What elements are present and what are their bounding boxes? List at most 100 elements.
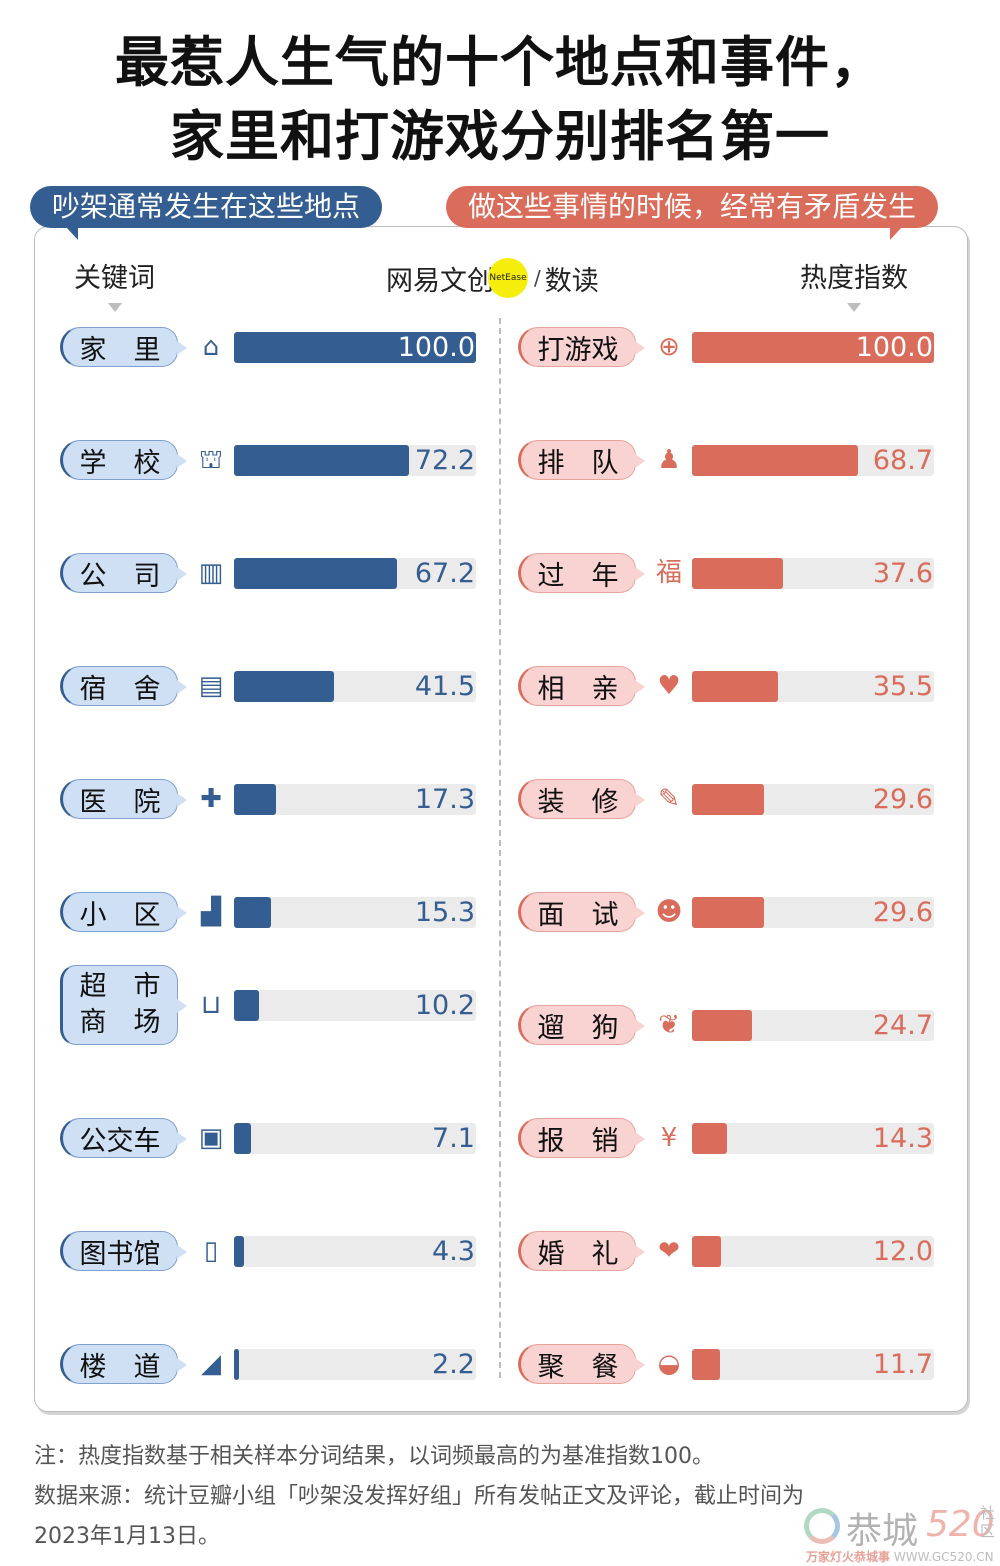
stairs-icon: ◢ bbox=[201, 1349, 221, 1379]
keyword-label: 宿 舍 bbox=[79, 673, 161, 705]
bar-fill bbox=[234, 670, 335, 702]
interview-icon: ☻ bbox=[655, 897, 683, 927]
shopping-basket-icon: ⊔ bbox=[200, 990, 222, 1020]
bar-row: 过 年 福 37.6 bbox=[518, 553, 934, 593]
bar-track: 12.0 bbox=[692, 1235, 934, 1267]
keyword-pill: 学 校 bbox=[60, 440, 187, 480]
bar-value: 100.0 bbox=[855, 331, 933, 363]
keyword-label: 学 校 bbox=[79, 447, 161, 479]
keyword-pill: 图书馆 bbox=[60, 1231, 187, 1271]
bar-row: 相 亲 ♥ 35.5 bbox=[518, 666, 934, 706]
watermark-url-text: WWW.GC520.CN bbox=[893, 1550, 994, 1564]
down-triangle-icon bbox=[847, 303, 861, 312]
office-building-icon: ▥ bbox=[198, 558, 224, 588]
heat-index-header-label: 热度指数 bbox=[800, 263, 908, 294]
queue-people-icon: ♟ bbox=[657, 445, 681, 475]
paintbrush-icon: ✎ bbox=[658, 784, 680, 814]
bar-value: 35.5 bbox=[872, 670, 933, 702]
bar-value: 14.3 bbox=[872, 1122, 933, 1154]
center-divider bbox=[499, 318, 501, 1378]
keyword-pill: 报 销 bbox=[518, 1118, 645, 1158]
bar-value: 67.2 bbox=[414, 557, 475, 589]
bar-fill bbox=[692, 896, 764, 928]
bar-track: 7.1 bbox=[234, 1122, 476, 1154]
bar-row: 图书馆 ▯ 4.3 bbox=[60, 1231, 476, 1271]
watermark-logo-icon bbox=[804, 1508, 840, 1544]
keyword-label: 遛 狗 bbox=[537, 1012, 619, 1044]
netease-logo: 网易文创 NetEase / 数读 bbox=[386, 258, 599, 298]
logo-product-text: 数读 bbox=[544, 265, 599, 297]
bar-track: 10.2 bbox=[234, 989, 476, 1021]
keyword-label: 楼 道 bbox=[79, 1351, 161, 1383]
keyword-header-label: 关键词 bbox=[74, 263, 155, 294]
bar-value: 11.7 bbox=[872, 1348, 933, 1380]
hospital-icon: ✚ bbox=[200, 784, 222, 814]
keyword-pill: 家 里 bbox=[60, 327, 187, 367]
keyword-label: 公交车 bbox=[79, 1125, 161, 1157]
keyword-pill: 公交车 bbox=[60, 1118, 187, 1158]
bar-track: 4.3 bbox=[234, 1235, 476, 1267]
bar-track: 24.7 bbox=[692, 1009, 934, 1041]
bar-track: 100.0 bbox=[234, 331, 476, 363]
bar-value: 24.7 bbox=[872, 1009, 933, 1041]
bar-row: 聚 餐 ◒ 11.7 bbox=[518, 1344, 934, 1384]
heat-index-column-header: 热度指数 bbox=[800, 256, 908, 312]
bar-fill bbox=[692, 670, 778, 702]
bar-row: 宿 舍 ▤ 41.5 bbox=[60, 666, 476, 706]
bar-fill bbox=[234, 896, 272, 928]
keyword-pill: 公 司 bbox=[60, 553, 187, 593]
bar-row: 装 修 ✎ 29.6 bbox=[518, 779, 934, 819]
places-section-tag: 吵架通常发生在这些地点 bbox=[30, 186, 383, 240]
bar-row: 小 区 ▟ 15.3 bbox=[60, 892, 476, 932]
keyword-pill: 宿 舍 bbox=[60, 666, 187, 706]
bowl-chopsticks-icon: ◒ bbox=[657, 1349, 681, 1379]
keyword-label: 排 队 bbox=[537, 447, 619, 479]
school-icon: ⛫ bbox=[199, 445, 223, 475]
bar-track: 14.3 bbox=[692, 1122, 934, 1154]
keyword-label: 家 里 bbox=[79, 334, 161, 366]
watermark-url: 万家灯火恭城事 WWW.GC520.CN bbox=[806, 1548, 994, 1565]
bar-row: 楼 道 ◢ 2.2 bbox=[60, 1344, 476, 1384]
bar-track: 72.2 bbox=[234, 444, 476, 476]
bar-fill bbox=[692, 1348, 721, 1380]
keyword-pill: 遛 狗 bbox=[518, 1005, 645, 1045]
bar-row: 医 院 ✚ 17.3 bbox=[60, 779, 476, 819]
bar-row: 公 司 ▥ 67.2 bbox=[60, 553, 476, 593]
bar-track: 17.3 bbox=[234, 783, 476, 815]
bar-value: 37.6 bbox=[872, 557, 933, 589]
bar-value: 7.1 bbox=[432, 1122, 475, 1154]
bar-track: 35.5 bbox=[692, 670, 934, 702]
bar-row: 超 市 商 场 ⊔ 10.2 bbox=[60, 965, 476, 1045]
bar-row: 打游戏 ⊕ 100.0 bbox=[518, 327, 934, 367]
bar-fill bbox=[692, 444, 859, 476]
bar-fill bbox=[692, 1122, 727, 1154]
chart-title-line-2: 家里和打游戏分别排名第一 bbox=[170, 105, 830, 168]
keyword-label: 过 年 bbox=[537, 560, 619, 592]
bar-value: 68.7 bbox=[872, 444, 933, 476]
bar-row: 排 队 ♟ 68.7 bbox=[518, 440, 934, 480]
logo-badge-text: NetEase bbox=[489, 273, 527, 283]
keyword-label: 面 试 bbox=[537, 899, 619, 931]
bar-row: 报 销 ¥14.3 bbox=[518, 1118, 934, 1158]
bar-fill bbox=[692, 1009, 752, 1041]
footnote: 注：热度指数基于相关样本分词结果，以词频最高的为基准指数100。 bbox=[34, 1444, 714, 1469]
keyword-label: 小 区 bbox=[79, 899, 161, 931]
keyword-pill: 医 院 bbox=[60, 779, 187, 819]
events-section-tag: 做这些事情的时候，经常有矛盾发生 bbox=[446, 186, 939, 240]
logo-slash: / bbox=[534, 266, 541, 290]
bus-icon: ▣ bbox=[198, 1123, 224, 1153]
bar-value: 72.2 bbox=[414, 444, 475, 476]
dog-icon: ❦ bbox=[658, 1010, 680, 1040]
keyword-label: 装 修 bbox=[537, 786, 619, 818]
reimbursement-icon: ¥ bbox=[660, 1123, 678, 1153]
keyword-label: 打游戏 bbox=[537, 334, 619, 366]
bar-fill bbox=[234, 557, 397, 589]
bar-fill bbox=[234, 783, 276, 815]
bar-track: 67.2 bbox=[234, 557, 476, 589]
keyword-pill: 婚 礼 bbox=[518, 1231, 645, 1271]
bar-value: 29.6 bbox=[872, 783, 933, 815]
bar-fill bbox=[234, 1122, 252, 1154]
bar-row: 遛 狗 ❦ 24.7 bbox=[518, 1005, 934, 1045]
keyword-label: 图书馆 bbox=[79, 1238, 161, 1270]
keyword-pill: 过 年 bbox=[518, 553, 645, 593]
